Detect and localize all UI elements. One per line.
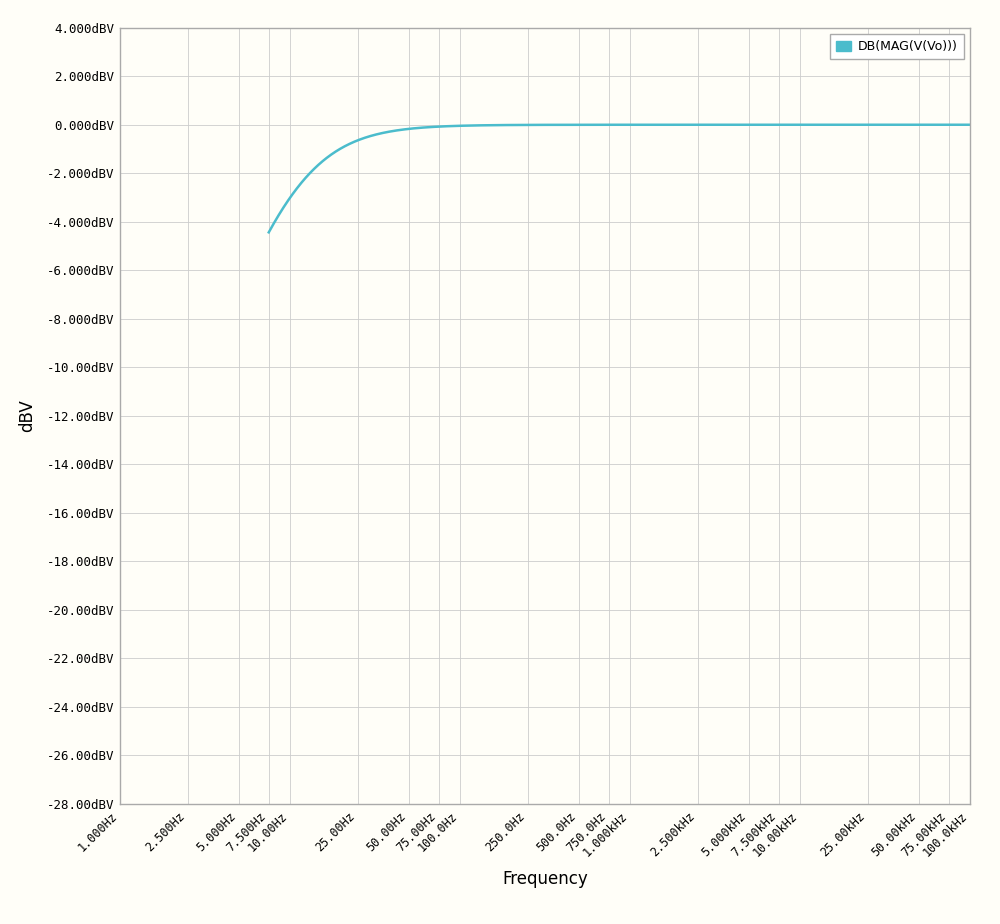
Legend: DB(MAG(V(Vo))): DB(MAG(V(Vo))) [830, 34, 964, 59]
DB(MAG(V(Vo))) [875, 119, 887, 130]
DB(MAG(V(Vo))) [950, 119, 962, 130]
Y-axis label: dBV: dBV [18, 399, 36, 432]
DB(MAG(V(Vo))) [964, 119, 976, 130]
DB(MAG(V(Vo))) [562, 119, 574, 130]
DB(MAG(V(Vo))) [532, 119, 544, 130]
DB(MAG(V(Vo))) [343, 139, 355, 150]
DB(MAG(V(Vo))) [384, 126, 396, 137]
X-axis label: Frequency: Frequency [502, 870, 588, 888]
Line: DB(MAG(V(Vo))): DB(MAG(V(Vo))) [269, 125, 970, 232]
DB(MAG(V(Vo))) [263, 226, 275, 237]
